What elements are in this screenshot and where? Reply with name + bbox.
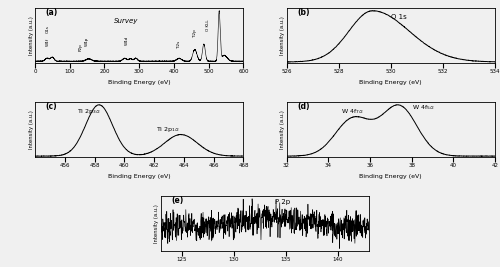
Text: O KLL: O KLL [206, 19, 210, 31]
Text: O 1s: O 1s [391, 14, 406, 20]
Text: W 4f$_{7/2}$: W 4f$_{7/2}$ [340, 108, 363, 116]
X-axis label: Binding Energy (eV): Binding Energy (eV) [108, 80, 170, 85]
Text: Ti2s: Ti2s [177, 40, 181, 49]
Text: (d): (d) [297, 102, 310, 111]
Y-axis label: Intensity (a.u.): Intensity (a.u.) [28, 16, 34, 55]
Text: W 4f$_{5/2}$: W 4f$_{5/2}$ [412, 103, 434, 112]
Text: W4p: W4p [85, 37, 89, 46]
Text: (c): (c) [46, 102, 57, 111]
Text: W4f: W4f [46, 38, 50, 46]
X-axis label: Binding Energy (eV): Binding Energy (eV) [108, 174, 170, 179]
Text: Survey: Survey [114, 18, 138, 24]
Y-axis label: Intensity (a.u.): Intensity (a.u.) [280, 110, 285, 149]
X-axis label: Binding Energy (eV): Binding Energy (eV) [360, 80, 422, 85]
Text: Ti 2p$_{1/2}$: Ti 2p$_{1/2}$ [156, 125, 180, 134]
Text: (a): (a) [46, 7, 58, 17]
Y-axis label: Intensity (a.u.): Intensity (a.u.) [154, 204, 160, 243]
Text: (b): (b) [297, 7, 310, 17]
Text: W4d: W4d [124, 36, 128, 45]
Y-axis label: Intensity (a.u.): Intensity (a.u.) [28, 110, 34, 149]
Text: P2p: P2p [79, 43, 83, 51]
Text: P 2p: P 2p [276, 199, 290, 206]
Text: Ti 2p$_{3/2}$: Ti 2p$_{3/2}$ [76, 108, 100, 116]
Text: O1s: O1s [46, 25, 50, 33]
Y-axis label: Intensity (a.u.): Intensity (a.u.) [280, 16, 285, 55]
X-axis label: Binding Energy (eV): Binding Energy (eV) [360, 174, 422, 179]
Text: Ti2p: Ti2p [194, 29, 198, 38]
Text: (e): (e) [171, 196, 183, 205]
